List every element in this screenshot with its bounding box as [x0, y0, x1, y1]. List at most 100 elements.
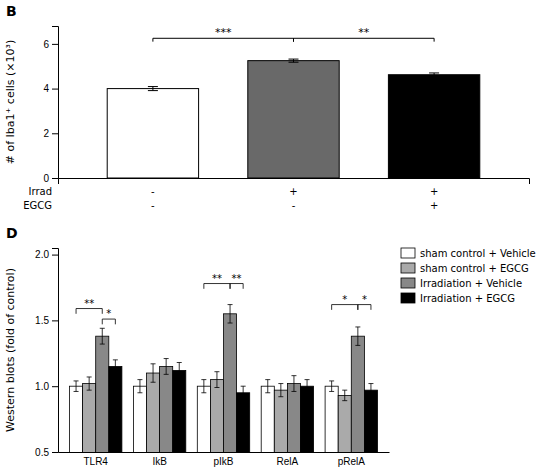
y-axis-title: Western blots (fold of control) [4, 268, 17, 432]
y-tick-mark [52, 89, 58, 90]
plot-area [107, 59, 480, 178]
x-row-value: + [430, 186, 438, 197]
legend-swatch [401, 248, 415, 258]
error-bar [228, 305, 233, 323]
y-tick-label: 1.0 [35, 381, 49, 392]
y-tick: 6 [43, 39, 58, 50]
y-tick-label: 0.5 [35, 447, 49, 458]
chart: 0246Irrad-++EGCG--+*****# of Iba1⁺ cells… [4, 26, 530, 211]
x-row-value: - [292, 200, 296, 211]
bar [107, 89, 198, 178]
x-axis-line [59, 179, 530, 185]
y-tick: 0 [43, 173, 58, 184]
y-axis-title: # of Iba1⁺ cells (×10³) [4, 40, 17, 164]
bar [300, 386, 313, 452]
x-tick: pRelA [338, 452, 366, 467]
x-tick-label: TLR4 [83, 456, 108, 467]
significance-label: * [362, 294, 367, 305]
x-row-label: Irrad [29, 186, 52, 197]
y-tick: 4 [43, 83, 58, 94]
significance-label: * [342, 294, 347, 305]
bar [364, 390, 377, 452]
x-axis-line [59, 452, 390, 453]
bar [338, 395, 351, 452]
series [96, 305, 365, 452]
legend-swatch [401, 293, 415, 303]
significance-label: * [106, 308, 111, 319]
x-axis [59, 179, 530, 185]
legend-label: sham control + EGCG [420, 263, 529, 274]
bar [173, 370, 186, 452]
error-bar [201, 380, 206, 393]
error-bar [241, 386, 246, 399]
significance-label: *** [215, 26, 232, 39]
bar [237, 393, 250, 452]
y-tick-label: 4 [43, 83, 49, 94]
y-tick: 0.5 [35, 447, 58, 458]
legend: sham control + Vehicle sham control + EGC… [401, 248, 536, 304]
significance-label: ** [232, 273, 242, 284]
legend-label: sham control + Vehicle [420, 248, 536, 259]
y-tick: 2 [43, 128, 58, 139]
error-bar [368, 384, 373, 397]
bar [133, 386, 146, 452]
x-row-value: - [151, 200, 155, 211]
y-tick-label: 2 [43, 128, 49, 139]
legend-item: sham control + Vehicle [401, 248, 536, 259]
y-tick-mark [52, 452, 58, 453]
error-bar [164, 359, 169, 375]
significance-label: ** [84, 298, 94, 309]
significance-bracket [358, 305, 371, 310]
bar [325, 386, 338, 452]
significance-bracket [332, 305, 358, 310]
bar [248, 61, 339, 178]
bar [70, 386, 83, 452]
error-bar [278, 384, 283, 397]
bar [351, 336, 364, 452]
y-tick-label: 1.5 [35, 315, 49, 326]
y-axis-line [52, 249, 59, 453]
error-bar [329, 381, 334, 392]
y-tick-mark [52, 44, 58, 45]
bar [197, 386, 210, 452]
error-bar [265, 380, 270, 393]
significance-bracket [102, 319, 115, 324]
x-tick: IkB [152, 452, 167, 467]
bar [287, 384, 300, 452]
x-tick: RelA [277, 452, 299, 467]
legend-label: Irradiation + Vehicle [420, 278, 522, 289]
bar [210, 380, 223, 452]
x-tick-label: IkB [152, 456, 167, 467]
series [83, 364, 352, 452]
y-tick: 2.0 [35, 249, 58, 260]
bar [274, 390, 287, 452]
y-tick-mark [52, 133, 58, 134]
significance-bracket [76, 309, 102, 314]
x-row-value: + [289, 186, 297, 197]
y-axis: 0.5 1.0 1.5 2.0 [35, 249, 58, 458]
x-row-value: + [430, 200, 438, 211]
y-axis-line [52, 27, 59, 179]
significance-label: ** [212, 273, 222, 284]
bar [96, 336, 109, 452]
bar [109, 366, 122, 452]
bar [83, 384, 96, 452]
error-bar [151, 364, 156, 382]
error-bar [429, 73, 439, 77]
legend-item: Irradiation + EGCG [401, 293, 515, 304]
y-axis: 0 2 4 6 [43, 27, 58, 184]
error-bar [214, 372, 219, 388]
error-bar [291, 376, 296, 392]
error-bar [355, 327, 360, 345]
x-row-value: - [151, 186, 155, 197]
bar [147, 373, 160, 452]
plot-area [70, 305, 378, 452]
x-tick-label: pIkB [213, 456, 233, 467]
legend-label: Irradiation + EGCG [420, 293, 515, 304]
error-bar [289, 59, 299, 62]
significance-bracket [204, 284, 230, 289]
error-bar [177, 363, 182, 379]
significance-bracket [230, 284, 243, 289]
y-tick: 1.5 [35, 315, 58, 326]
error-bar [113, 360, 118, 373]
